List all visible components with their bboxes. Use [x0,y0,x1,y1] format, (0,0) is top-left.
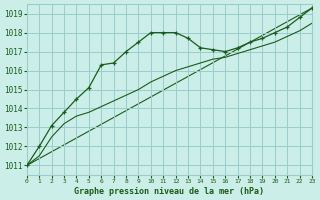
X-axis label: Graphe pression niveau de la mer (hPa): Graphe pression niveau de la mer (hPa) [75,187,264,196]
